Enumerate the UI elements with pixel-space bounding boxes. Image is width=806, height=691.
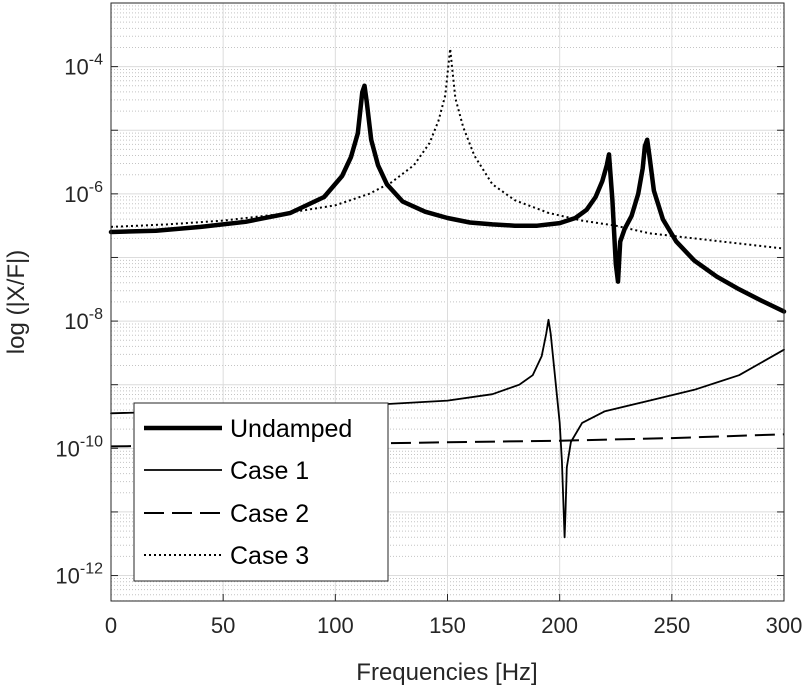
series-line-case-3 <box>110 47 785 250</box>
y-tick-label: 10-6 <box>64 179 103 207</box>
x-tick-label: 0 <box>105 613 117 638</box>
x-axis-label: Frequencies [Hz] <box>356 659 537 686</box>
x-tick-label: 150 <box>429 613 466 638</box>
legend-label-case-2: Case 2 <box>230 500 309 528</box>
y-axis-label: log (|X/F|) <box>3 250 30 354</box>
legend-label-undamped: Undamped <box>230 415 352 443</box>
x-tick-label: 200 <box>541 613 578 638</box>
y-tick-label: 10-10 <box>55 433 103 461</box>
y-tick-label: 10-12 <box>55 561 103 589</box>
x-tick-label: 50 <box>211 613 235 638</box>
x-tick-label: 100 <box>317 613 354 638</box>
series-line-undamped <box>108 83 787 314</box>
legend: Undamped Case 1 Case 2 Case 3 <box>133 402 389 582</box>
axis-ticks: 0 50 100 150 200 250 300 10-12 10-10 10-8 10-6 10-4 <box>55 2 803 638</box>
y-tick-label: 10-4 <box>64 52 103 80</box>
legend-box <box>133 402 389 582</box>
x-tick-label: 300 <box>766 613 803 638</box>
legend-label-case-3: Case 3 <box>230 542 309 570</box>
x-tick-label: 250 <box>653 613 690 638</box>
grid <box>110 2 785 602</box>
series-line-case-1 <box>110 318 785 539</box>
y-tick-label: 10-8 <box>64 306 103 334</box>
legend-label-case-1: Case 1 <box>230 457 309 485</box>
